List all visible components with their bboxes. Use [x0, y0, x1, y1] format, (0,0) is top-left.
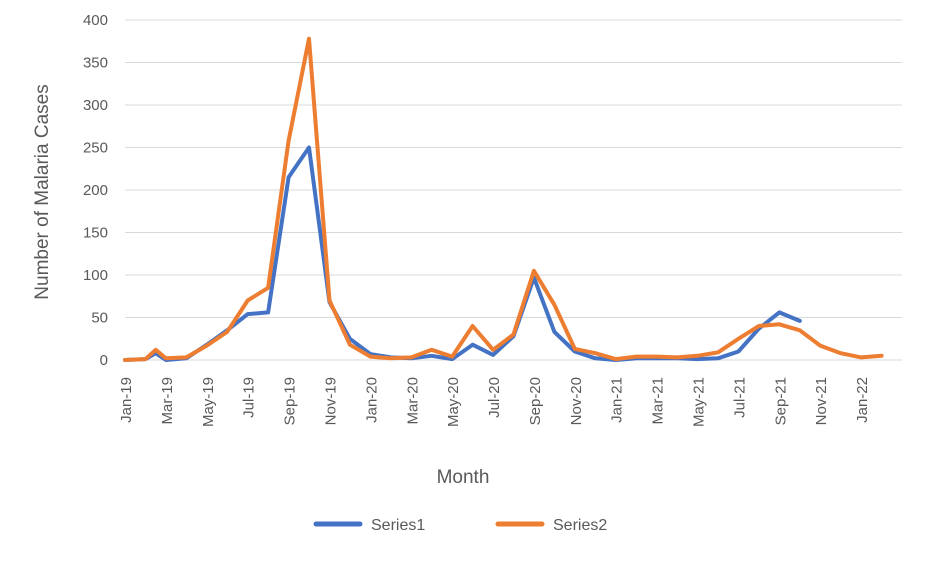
y-tick-label: 200 [83, 182, 108, 199]
x-tick-label: Nov-19 [322, 377, 339, 425]
y-tick-label: 350 [83, 55, 108, 72]
x-tick-label: Jan-19 [118, 377, 135, 423]
x-tick-label: Jul-19 [241, 377, 258, 418]
x-tick-label: Sep-19 [282, 377, 299, 425]
x-tick-label: Sep-21 [772, 377, 789, 425]
x-tick-label: Jan-20 [363, 377, 380, 423]
x-tick-label: May-21 [691, 377, 708, 427]
x-tick-label: Mar-19 [159, 377, 176, 425]
series-lines [123, 36, 884, 362]
y-tick-label: 150 [83, 225, 108, 242]
x-tick-label: Mar-21 [650, 377, 667, 425]
x-tick-label: Nov-21 [813, 377, 830, 425]
x-tick-label: May-20 [445, 377, 462, 427]
x-tick-label: Jan-22 [854, 377, 871, 423]
legend: Series1 Series2 [313, 517, 607, 534]
series-line-series2 [123, 36, 884, 362]
x-tick-label: Mar-20 [404, 377, 421, 425]
y-tick-label: 400 [83, 12, 108, 29]
legend-label-series1: Series1 [371, 517, 425, 534]
x-tick-label: Nov-20 [568, 377, 585, 425]
gridlines [125, 19, 902, 361]
legend-label-series2: Series2 [553, 517, 607, 534]
y-tick-label: 50 [91, 310, 108, 327]
x-tick-label: Jan-21 [609, 377, 626, 423]
y-axis-ticks: 0 50 100 150 200 250 300 350 400 [83, 12, 108, 369]
x-tick-label: Sep-20 [527, 377, 544, 425]
y-tick-label: 100 [83, 267, 108, 284]
y-tick-label: 250 [83, 140, 108, 157]
x-tick-label: Jul-20 [486, 377, 503, 418]
series-line-series1 [123, 145, 802, 362]
x-tick-label: May-19 [200, 377, 217, 427]
x-axis-title: Month [437, 467, 490, 488]
y-tick-label: 300 [83, 97, 108, 114]
x-tick-label: Jul-21 [731, 377, 748, 418]
y-tick-label: 0 [100, 352, 108, 369]
x-axis-ticks: Jan-19 Mar-19 May-19 Jul-19 Sep-19 Nov-19 Jan-… [118, 377, 871, 427]
y-axis-title: Number of Malaria Cases [32, 84, 53, 299]
